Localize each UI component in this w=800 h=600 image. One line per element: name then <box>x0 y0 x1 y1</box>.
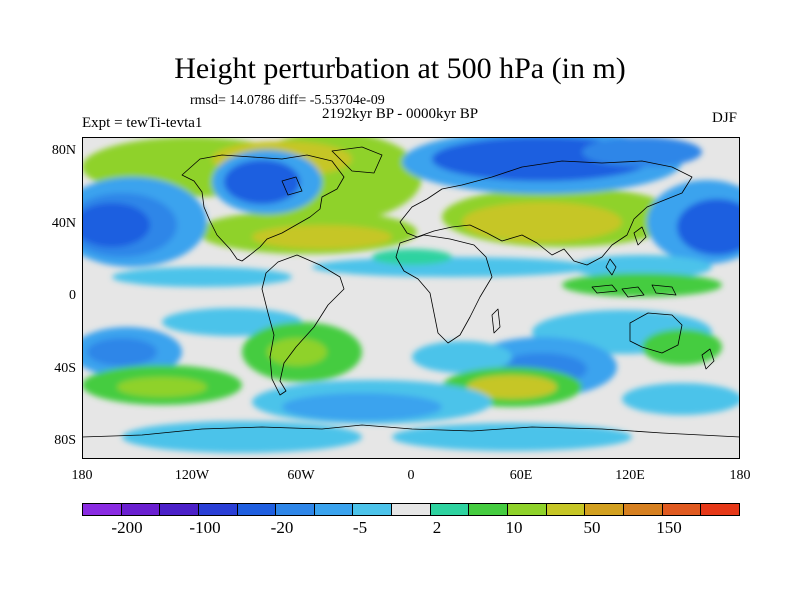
colorbar-label: 10 <box>505 518 523 537</box>
plot-title: Height perturbation at 500 hPa (in m) <box>174 52 626 85</box>
lon-label-120w: 120W <box>174 468 210 483</box>
colorbar-swatch <box>198 504 238 515</box>
lon-label-0: 0 <box>407 468 415 483</box>
lon-label-180e: 180 <box>729 468 751 483</box>
colorbar-label: -200 <box>111 518 143 537</box>
lat-label-80n: 80N <box>51 143 76 158</box>
map-frame <box>82 137 740 459</box>
experiment-label: Expt = tewTi-tevta1 <box>82 115 203 131</box>
lat-label-0: 0 <box>69 288 76 303</box>
colorbar-swatch <box>237 504 277 515</box>
colorbar-swatch <box>276 504 315 515</box>
lon-label-180w: 180 <box>71 468 93 483</box>
colorbar-swatch <box>160 504 199 515</box>
rmsd-diff-stats: rmsd= 14.0786 diff= -5.53704e-09 <box>190 93 385 108</box>
colorbar-swatch <box>430 504 470 515</box>
colorbar-swatch <box>662 504 702 515</box>
lat-label-40s: 40S <box>54 361 76 376</box>
colorbar-label: 150 <box>656 518 682 537</box>
colorbar-swatch <box>623 504 663 515</box>
colorbar-swatch <box>353 504 393 515</box>
colorbar <box>82 503 740 516</box>
colorbar-label: -5 <box>352 518 368 537</box>
colorbar-swatch <box>508 504 547 515</box>
lon-label-60w: 60W <box>287 468 315 483</box>
colorbar-swatch <box>121 504 161 515</box>
lat-label-40n: 40N <box>51 216 76 231</box>
colorbar-swatch <box>314 504 354 515</box>
season-label: DJF <box>712 110 738 126</box>
time-period-label: 2192kyr BP - 0000kyr BP <box>322 106 479 122</box>
colorbar-label: -20 <box>270 518 294 537</box>
lon-label-120e: 120E <box>615 468 645 483</box>
colorbar-swatch <box>701 504 739 515</box>
colorbar-label: -100 <box>189 518 221 537</box>
colorbar-swatch <box>546 504 586 515</box>
colorbar-swatch <box>585 504 624 515</box>
colorbar-label: 2 <box>432 518 442 537</box>
contour-fill-layer <box>82 137 740 459</box>
coastlines <box>82 146 740 438</box>
lon-label-60e: 60E <box>509 468 533 483</box>
colorbar-swatch <box>392 504 431 515</box>
colorbar-swatch <box>469 504 509 515</box>
lat-label-80s: 80S <box>54 433 76 448</box>
colorbar-swatch <box>83 504 122 515</box>
colorbar-label: 50 <box>583 518 601 537</box>
height-perturbation-map <box>82 137 740 459</box>
